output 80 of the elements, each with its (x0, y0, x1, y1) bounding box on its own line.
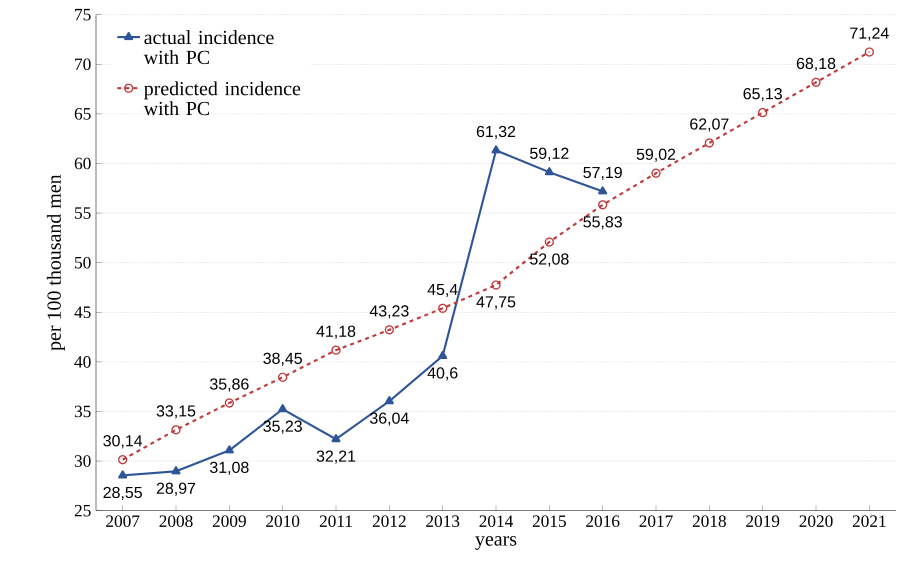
point (384, 325, 394, 334)
data-label: 45,4 (428, 284, 458, 297)
point (171, 466, 181, 474)
data-label: 57,19 (583, 166, 622, 180)
point (811, 78, 821, 87)
x-axis-title: years (475, 536, 516, 550)
point (758, 108, 768, 118)
y-tick-label: 60 (74, 158, 91, 170)
data-label: 35,23 (263, 420, 302, 434)
point (224, 398, 234, 408)
data-label: 71,24 (850, 27, 889, 41)
data-label: 52,08 (530, 253, 569, 267)
point (331, 346, 341, 355)
data-label: 62,07 (690, 118, 728, 132)
point (544, 167, 554, 176)
x-tick-label: 2019 (746, 515, 780, 528)
point (544, 237, 554, 247)
data-label: 28,55 (104, 486, 142, 500)
data-label: 68,18 (796, 58, 836, 71)
x-tick-label: 2014 (479, 515, 514, 528)
data-label: 59,02 (636, 148, 676, 162)
y-tick-label: 25 (74, 504, 91, 516)
point (598, 200, 608, 210)
data-label: 65,13 (744, 88, 782, 102)
point (118, 470, 128, 479)
x-tick-label: 2007 (106, 515, 140, 528)
point (171, 425, 181, 434)
point (278, 404, 288, 412)
x-tick-label: 2015 (532, 515, 566, 528)
data-label: 33,15 (156, 405, 196, 418)
point (331, 434, 341, 442)
point (224, 445, 234, 454)
y-tick-label: 70 (75, 58, 91, 70)
data-label: 36,04 (370, 412, 409, 426)
x-tick-label: 2009 (212, 515, 246, 528)
x-tick-label: 2020 (799, 515, 833, 528)
data-label: 30,14 (103, 435, 142, 448)
data-label: 28,97 (156, 482, 196, 496)
data-label: 55,83 (583, 216, 622, 230)
point (864, 47, 874, 57)
point (278, 372, 288, 382)
y-tick-label: 45 (74, 306, 91, 318)
point (438, 350, 448, 359)
data-label: 35,86 (210, 378, 249, 392)
x-tick-label: 2013 (426, 515, 460, 528)
point (384, 396, 394, 404)
data-label: 40,6 (428, 367, 458, 380)
legend-label: actual incidence with PC (144, 30, 274, 64)
point (438, 304, 448, 313)
data-label: 59,12 (530, 148, 568, 161)
x-tick-label: 2010 (266, 515, 300, 528)
y-tick-label: 30 (74, 455, 91, 467)
x-tick-label: 2017 (639, 515, 673, 528)
legend-label: predicted incidence with PC (144, 81, 300, 116)
y-axis-title: per 100 thousand men (46, 174, 65, 351)
y-tick-label: 40 (74, 356, 91, 368)
y-tick-label: 55 (75, 207, 91, 219)
y-tick-label: 35 (74, 406, 91, 418)
data-label: 43,23 (370, 305, 409, 318)
point (118, 455, 128, 464)
point (598, 186, 608, 194)
x-tick-label: 2018 (692, 515, 726, 528)
point (651, 168, 661, 178)
data-label: 31,08 (210, 462, 249, 475)
x-tick-label: 2021 (852, 515, 886, 528)
data-label: 32,21 (316, 450, 356, 464)
x-tick-label: 2008 (159, 515, 193, 528)
point (704, 138, 714, 148)
data-label: 61,32 (476, 126, 516, 140)
y-tick-label: 65 (74, 108, 91, 120)
x-tick-label: 2012 (372, 515, 406, 528)
data-label: 38,45 (263, 352, 302, 366)
x-tick-label: 2011 (320, 515, 352, 528)
x-tick-label: 2016 (586, 515, 620, 528)
y-tick-label: 75 (75, 8, 91, 20)
y-tick-label: 50 (75, 256, 91, 268)
data-label: 41,18 (316, 326, 356, 339)
data-label: 47,75 (476, 296, 516, 310)
point (491, 145, 501, 154)
point (491, 280, 501, 290)
